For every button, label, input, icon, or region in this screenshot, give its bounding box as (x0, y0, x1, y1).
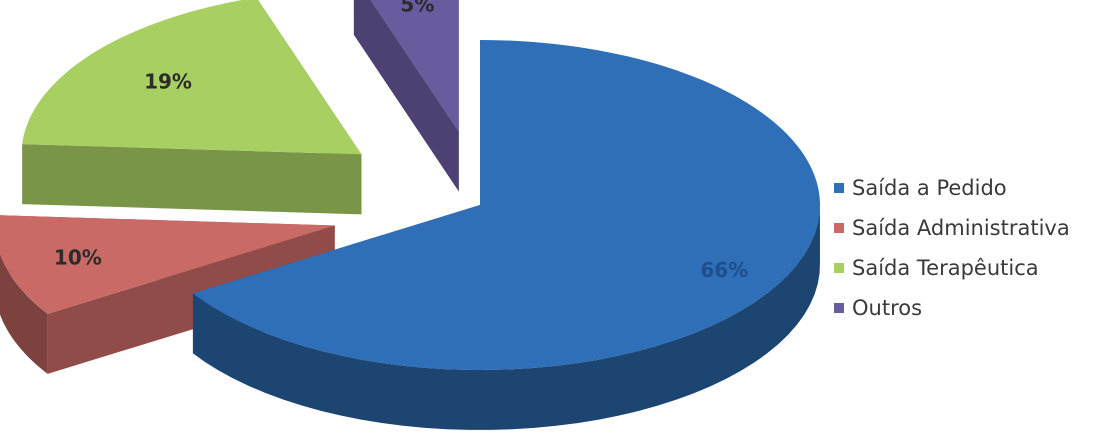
pie-slice-top-saida-administrativa (0, 215, 335, 314)
data-label-saida-terapeutica: 19% (144, 70, 192, 94)
legend-item-saida-administrativa: Saída Administrativa (834, 208, 1070, 248)
data-label-saida-administrativa: 10% (54, 246, 102, 270)
pie-slice-top-saida-terapeutica (22, 0, 362, 155)
legend-label-saida-terapeutica: Saída Terapêutica (852, 256, 1039, 280)
legend-label-saida-a-pedido: Saída a Pedido (852, 176, 1007, 200)
pie-slice-top-outros (370, 0, 459, 132)
pie-slice-saida-administrativa (0, 215, 335, 374)
data-label-saida-a-pedido: 66% (700, 258, 748, 282)
pie-slice-side-saida-administrativa (0, 254, 48, 374)
pie-slice-side-saida-a-pedido (192, 202, 820, 430)
legend-swatch-saida-a-pedido (834, 183, 844, 193)
pie-slice-outros (353, 0, 459, 192)
legend-swatch-saida-terapeutica (834, 263, 844, 273)
legend-label-saida-administrativa: Saída Administrativa (852, 216, 1070, 240)
legend: Saída a Pedido Saída Administrativa Saíd… (834, 168, 1070, 328)
legend-swatch-outros (834, 303, 844, 313)
data-label-outros: 5% (400, 0, 434, 17)
legend-label-outros: Outros (852, 296, 923, 320)
pie-slice-saida-terapeutica (22, 0, 362, 215)
legend-swatch-saida-administrativa (834, 223, 844, 233)
pie-slice-wall-saida-terapeutica (22, 144, 362, 215)
legend-item-saida-terapeutica: Saída Terapêutica (834, 248, 1070, 288)
pie-slice-saida-a-pedido (192, 40, 820, 430)
legend-item-saida-a-pedido: Saída a Pedido (834, 168, 1070, 208)
pie-slices (0, 0, 820, 430)
pie-slice-wall-outros (353, 0, 459, 192)
pie-slice-top-saida-a-pedido (192, 40, 820, 370)
legend-item-outros: Outros (834, 288, 1070, 328)
